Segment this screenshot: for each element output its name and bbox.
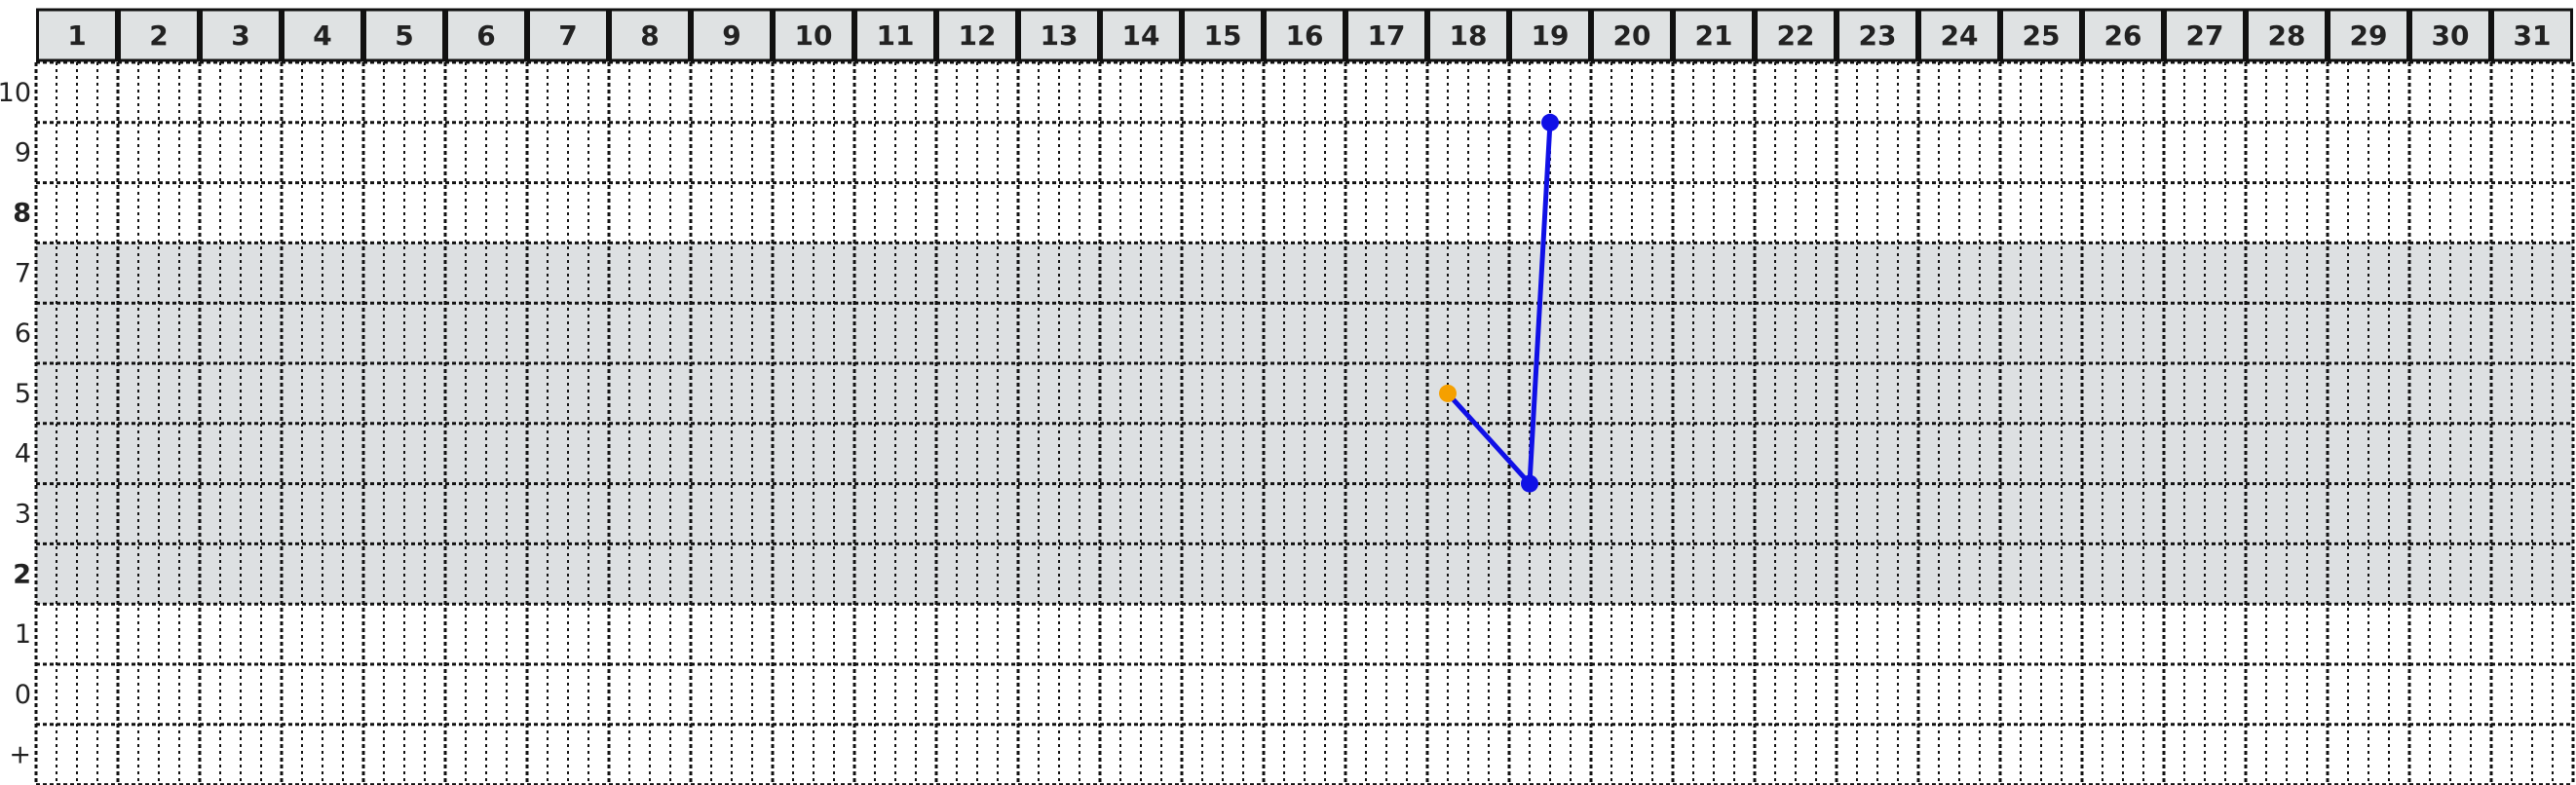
day-label: 22 (1777, 19, 1815, 52)
y-tick-label: 4 (15, 439, 31, 469)
day-label: 27 (2186, 19, 2224, 52)
day-header-cell (527, 8, 609, 62)
grid-layer (34, 60, 2575, 785)
day-label: 8 (640, 19, 659, 52)
day-header-cell (1755, 8, 1837, 62)
y-tick-label: 8 (13, 199, 31, 229)
day-header-cell (1100, 8, 1182, 62)
y-tick-label: 10 (0, 78, 31, 108)
day-header-cell (1591, 8, 1673, 62)
day-header-cell (691, 8, 773, 62)
day-label: 16 (1286, 19, 1324, 52)
day-label: 28 (2268, 19, 2306, 52)
day-label: 25 (2023, 19, 2061, 52)
day-label: 23 (1859, 19, 1897, 52)
day-label: 29 (2350, 19, 2388, 52)
day-header-cell (773, 8, 854, 62)
data-point (1541, 113, 1559, 131)
day-label: 18 (1450, 19, 1488, 52)
day-header-cell (1345, 8, 1427, 62)
day-header-cell (609, 8, 691, 62)
y-tick-label: 9 (15, 138, 31, 168)
day-label: 24 (1941, 19, 1979, 52)
day-header-cell (200, 8, 282, 62)
day-label: 21 (1695, 19, 1733, 52)
y-tick-label: 7 (15, 258, 31, 288)
day-header-row: 1 2 3 4 5 6 7 8 9 10 11 12 13 14 15 16 17 18 19 20 21 22 23 24 2… (36, 8, 2573, 62)
day-label: 15 (1204, 19, 1242, 52)
plot-layer (1439, 113, 1559, 493)
day-label: 3 (231, 19, 249, 52)
day-header-cell (118, 8, 200, 62)
day-header-cell (2246, 8, 2328, 62)
day-label: 10 (795, 19, 833, 52)
day-header-cell (2328, 8, 2409, 62)
day-label: 7 (558, 19, 577, 52)
day-header-cell (1018, 8, 1100, 62)
day-label: 11 (877, 19, 915, 52)
y-tick-label: 3 (15, 500, 31, 530)
day-header-cell (1509, 8, 1591, 62)
day-header-cell (2164, 8, 2246, 62)
day-header-cell (36, 8, 118, 62)
y-tick-label: 0 (15, 680, 31, 710)
day-header-cell (1918, 8, 2000, 62)
day-label: 14 (1122, 19, 1160, 52)
day-header-cell (1427, 8, 1509, 62)
day-header-cell (1673, 8, 1755, 62)
day-label: 19 (1532, 19, 1570, 52)
y-tick-label: 1 (15, 619, 31, 650)
day-header-cell (282, 8, 363, 62)
day-header-cell (1837, 8, 1918, 62)
day-label: 2 (149, 19, 168, 52)
day-label: 4 (313, 19, 331, 52)
day-label: 13 (1041, 19, 1079, 52)
y-tick-label: + (9, 740, 31, 770)
day-label: 6 (476, 19, 495, 52)
day-header-cell (854, 8, 936, 62)
y-tick-label: 2 (13, 559, 31, 589)
day-header-cell (445, 8, 527, 62)
day-header-cell (1264, 8, 1345, 62)
day-label: 26 (2104, 19, 2142, 52)
day-header-cell (2491, 8, 2573, 62)
y-tick-label: 5 (15, 379, 31, 409)
day-header-cell (2000, 8, 2082, 62)
day-label: 20 (1613, 19, 1651, 52)
day-label: 30 (2432, 19, 2470, 52)
day-label: 17 (1368, 19, 1406, 52)
y-tick-label: 6 (15, 318, 31, 349)
data-point (1521, 474, 1538, 493)
day-label: 1 (67, 19, 86, 52)
day-header-cell (363, 8, 445, 62)
day-label: 5 (395, 19, 413, 52)
day-label: 9 (722, 19, 740, 52)
start-point (1439, 384, 1457, 402)
day-label: 31 (2514, 19, 2552, 52)
day-header-cell (936, 8, 1018, 62)
day-header-cell (2409, 8, 2491, 62)
day-header-cell (2082, 8, 2164, 62)
day-header-cell (1182, 8, 1264, 62)
day-label: 12 (959, 19, 997, 52)
